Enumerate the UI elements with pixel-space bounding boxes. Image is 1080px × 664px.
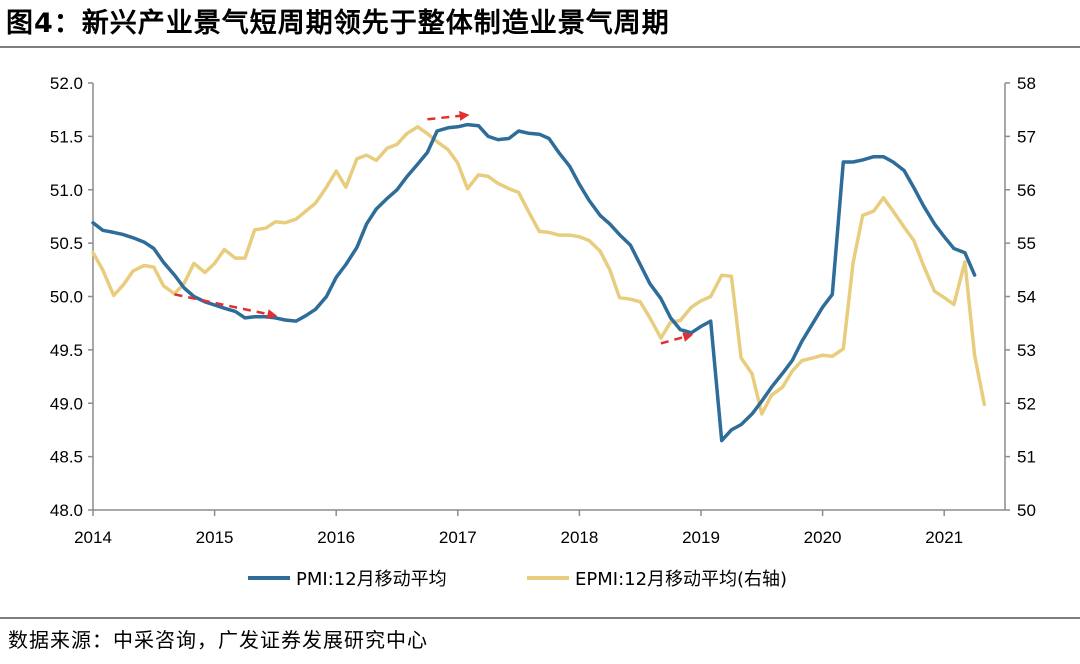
left-y-tick-label: 49.5 [50,341,83,360]
x-tick-label: 2019 [682,528,720,547]
x-tick-label: 2018 [560,528,598,547]
x-tick-label: 2014 [74,528,112,547]
right-y-tick-label: 56 [1017,181,1036,200]
data-source-note: 数据来源：中采咨询，广发证券发展研究中心 [8,628,428,652]
series-group [91,122,987,443]
right-y-tick-label: 54 [1017,288,1036,307]
right-y-tick-label: 51 [1017,448,1036,467]
right-y-tick-label: 50 [1017,501,1036,520]
left-y-tick-label: 50.5 [50,234,83,253]
chart-title: 图4：新兴产业景气短周期领先于整体制造业景气周期 [6,8,670,39]
x-tick-label: 2015 [196,528,234,547]
epmi-series-line [91,125,987,416]
lead-arrow [427,110,470,121]
axes-group: 48.0 48.5 49.0 49.5 50.0 50.5 51.0 51.5 52.0 50 51… [50,74,1036,547]
pmi-series-line [91,122,977,443]
x-tick-label: 2020 [804,528,842,547]
legend: PMI:12月移动平均 EPMI:12月移动平均(右轴) [248,569,787,590]
legend-entry-pmi-label: PMI:12月移动平均 [296,569,447,590]
x-tick-label: 2016 [317,528,355,547]
right-y-tick-label: 55 [1017,234,1036,253]
title-divider [0,46,1080,48]
left-y-tick-label: 48.5 [50,448,83,467]
lead-arrow [174,293,278,319]
x-tick-label: 2021 [925,528,963,547]
left-y-tick-label: 51.0 [50,181,83,200]
x-tick-label: 2017 [439,528,477,547]
lead-arrow [660,332,694,345]
legend-entry-epmi-label: EPMI:12月移动平均(右轴) [575,569,787,590]
right-y-tick-label: 57 [1017,127,1036,146]
right-y-tick-label: 53 [1017,341,1036,360]
left-y-tick-label: 50.0 [50,288,83,307]
annotations-group [174,110,694,345]
footer-divider [0,617,1080,619]
right-y-tick-label: 52 [1017,394,1036,413]
left-y-tick-label: 51.5 [50,127,83,146]
left-y-tick-label: 48.0 [50,501,83,520]
left-y-tick-label: 52.0 [50,74,83,93]
right-y-tick-label: 58 [1017,74,1036,93]
left-y-tick-label: 49.0 [50,394,83,413]
line-chart: 48.0 48.5 49.0 49.5 50.0 50.5 51.0 51.5 52.0 50 51… [50,74,1036,590]
